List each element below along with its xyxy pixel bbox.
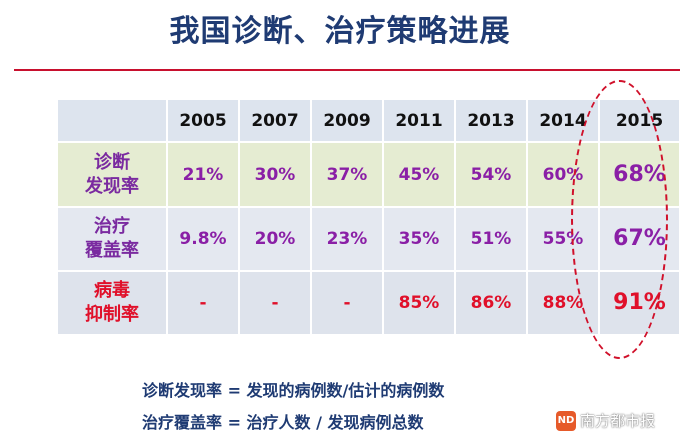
definition-note-treatment: 治疗覆盖率 = 治疗人数 / 发现病例总数 xyxy=(142,413,424,432)
slide-title: 我国诊断、治疗策略进展 xyxy=(169,14,511,49)
value-cell-2015: 68% xyxy=(600,143,679,206)
table-row-diagnosis-rate: 诊断 发现率 21% 30% 37% 45% 54% 60% 68% xyxy=(58,143,679,206)
row-label-line2: 发现率 xyxy=(85,175,139,197)
row-label-line1: 病毒 xyxy=(94,279,130,301)
value-cell: 21% xyxy=(168,143,238,206)
row-label-line1: 治疗 xyxy=(94,215,130,237)
value-cell: - xyxy=(240,271,310,334)
year-header: 2005 xyxy=(168,100,238,142)
value-cell: 85% xyxy=(384,271,454,334)
value-cell: 88% xyxy=(528,271,598,334)
value-cell: - xyxy=(312,271,382,334)
row-label: 病毒 抑制率 xyxy=(58,271,166,334)
year-header: 2009 xyxy=(312,100,382,142)
definition-note-diagnosis: 诊断发现率 = 发现的病例数/估计的病例数 xyxy=(142,381,445,400)
year-header: 2014 xyxy=(528,100,598,142)
row-label: 诊断 发现率 xyxy=(58,143,166,206)
row-label-line1: 诊断 xyxy=(94,151,130,173)
value-cell: - xyxy=(168,271,238,334)
table-header-row: 2005 2007 2009 2011 2013 2014 2015 xyxy=(58,100,679,142)
row-label: 治疗 覆盖率 xyxy=(58,207,166,270)
value-cell: 55% xyxy=(528,207,598,270)
newspaper-logo-icon: ND xyxy=(556,410,576,431)
year-header: 2015 xyxy=(600,100,679,142)
value-cell: 20% xyxy=(240,207,310,270)
value-cell: 60% xyxy=(528,143,598,206)
value-cell: 35% xyxy=(384,207,454,270)
value-cell: 9.8% xyxy=(168,207,238,270)
title-divider xyxy=(14,69,680,71)
value-cell: 23% xyxy=(312,207,382,270)
row-label-line2: 抑制率 xyxy=(85,303,139,325)
year-header: 2007 xyxy=(240,100,310,142)
watermark: ND 南方都市报 xyxy=(556,410,655,431)
value-cell-2015: 91% xyxy=(600,271,679,334)
value-cell: 30% xyxy=(240,143,310,206)
row-label-line2: 覆盖率 xyxy=(85,239,139,261)
watermark-text: 南方都市报 xyxy=(580,412,656,430)
value-cell: 37% xyxy=(312,143,382,206)
value-cell-2015: 67% xyxy=(600,207,679,270)
progress-table: 2005 2007 2009 2011 2013 2014 2015 诊断 发现… xyxy=(56,98,680,336)
year-header: 2013 xyxy=(456,100,526,142)
value-cell: 45% xyxy=(384,143,454,206)
year-header: 2011 xyxy=(384,100,454,142)
header-blank-cell xyxy=(58,100,166,142)
value-cell: 51% xyxy=(456,207,526,270)
value-cell: 86% xyxy=(456,271,526,334)
table-row-viral-suppression: 病毒 抑制率 - - - 85% 86% 88% 91% xyxy=(58,271,679,334)
value-cell: 54% xyxy=(456,143,526,206)
table-row-treatment-coverage: 治疗 覆盖率 9.8% 20% 23% 35% 51% 55% 67% xyxy=(58,207,679,270)
